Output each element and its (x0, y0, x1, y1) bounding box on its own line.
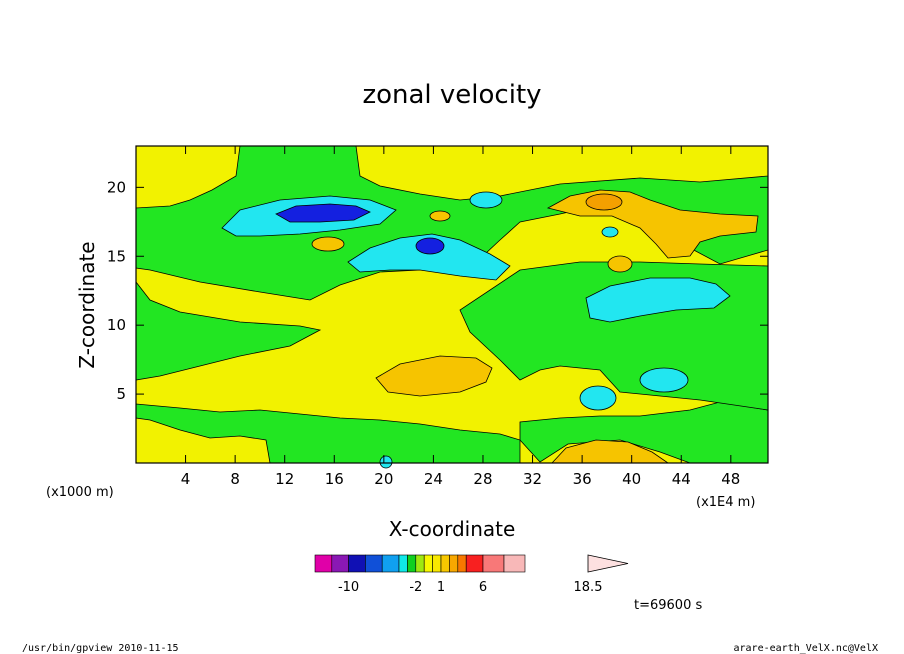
colorbar-swatch (365, 554, 383, 573)
contour-darkorange-top (585, 193, 623, 211)
contour-blue-small (415, 237, 445, 255)
x-tick-label: 8 (230, 470, 240, 488)
x-tick-label: 48 (721, 470, 740, 488)
colorbar-swatch (423, 554, 433, 573)
colorbar-swatch (314, 554, 333, 573)
colorbar-swatch (348, 554, 366, 573)
colorbar-swatch (449, 554, 459, 573)
contour-orange-small2 (429, 210, 451, 222)
contour-cyan-bottom-left (379, 455, 393, 469)
y-axis-label: Z-coordinate (75, 241, 99, 368)
x-tick-label: 32 (523, 470, 542, 488)
x-tick-label: 16 (325, 470, 344, 488)
contour-orange-small1 (311, 236, 345, 252)
contour-green-mid (135, 280, 322, 381)
y-axis-ticks: 5 10 15 20 (107, 178, 768, 403)
plot-frame (135, 145, 769, 464)
y-tick-label: 20 (107, 178, 126, 196)
y-tick-label: 15 (107, 247, 126, 265)
colorbar-arrow (587, 554, 629, 573)
colorbar-swatch (465, 554, 484, 573)
chart-title: zonal velocity (362, 80, 541, 110)
colorbar (314, 554, 629, 573)
colorbar-label: 6 (479, 580, 487, 595)
colorbar-swatch (457, 554, 467, 573)
x-tick-label: 24 (424, 470, 443, 488)
footer-left: /usr/bin/gpview 2010-11-15 (22, 643, 179, 654)
contour-fills (135, 145, 769, 469)
colorbar-swatch (482, 554, 505, 573)
colorbar-swatch (432, 554, 442, 573)
contour-blue-core (275, 203, 371, 223)
colorbar-swatch (440, 554, 450, 573)
colorbar-swatch (503, 554, 526, 573)
colorbar-swatch (398, 554, 408, 573)
contour-orange-center (375, 355, 493, 397)
x-tick-label: 12 (275, 470, 294, 488)
colorbar-swatch (407, 554, 417, 573)
contour-orange-small3 (607, 255, 633, 273)
contour-cyan-center (347, 233, 511, 281)
y-tick-label: 5 (116, 385, 126, 403)
x-axis-label: X-coordinate (389, 517, 516, 541)
x-tick-label: 40 (622, 470, 641, 488)
contour-cyan-right (585, 277, 731, 323)
colorbar-label: -2 (409, 580, 422, 595)
contour-green-bottom (135, 403, 521, 464)
colorbar-swatch (415, 554, 425, 573)
contour-cyan-bottom (579, 385, 617, 411)
x-scale-label: (x1E4 m) (696, 495, 755, 510)
colorbar-tick-labels: -10 -2 1 6 18.5 (338, 580, 602, 595)
colorbar-swatch (331, 554, 349, 573)
y-tick-label: 10 (107, 316, 126, 334)
x-tick-label: 28 (473, 470, 492, 488)
x-tick-label: 44 (672, 470, 691, 488)
colorbar-swatch (381, 554, 400, 573)
footer-right: arare-earth_VelX.nc@VelX (734, 643, 879, 654)
x-tick-label: 36 (573, 470, 592, 488)
colorbar-label: 1 (437, 580, 445, 595)
contour-cyan-top (469, 191, 503, 209)
x-axis-ticks: 4 8 12 16 20 24 28 32 36 40 44 48 (181, 146, 740, 488)
contour-yellow-top (135, 145, 241, 209)
contour-cyan-tiny (601, 226, 619, 238)
time-label: t=69600 s (634, 598, 702, 613)
contour-cyan-lowright (639, 367, 689, 393)
x-unit-label: (x1000 m) (46, 485, 114, 500)
colorbar-label: -10 (338, 580, 359, 595)
x-tick-label: 4 (181, 470, 191, 488)
contour-green-right (519, 250, 769, 464)
colorbar-label: 18.5 (574, 580, 603, 595)
x-tick-label: 20 (374, 470, 393, 488)
